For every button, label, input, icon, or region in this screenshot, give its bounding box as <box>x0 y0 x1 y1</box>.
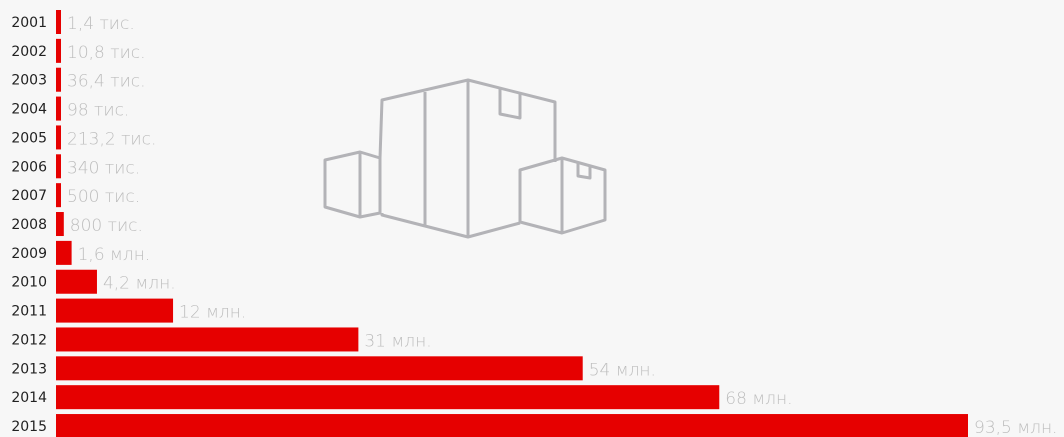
bar <box>56 125 61 150</box>
year-label: 2005 <box>11 130 47 146</box>
value-label: 68 млн. <box>725 389 792 409</box>
value-label: 31 млн. <box>364 331 431 351</box>
year-label: 2013 <box>11 361 47 377</box>
bar <box>56 96 61 121</box>
bar <box>56 385 720 410</box>
value-label: 54 млн. <box>589 360 656 380</box>
year-label: 2008 <box>11 217 47 233</box>
value-label: 340 тис. <box>67 158 140 178</box>
bar <box>56 414 968 437</box>
value-label: 93,5 млн. <box>974 418 1057 437</box>
year-label: 2009 <box>11 246 47 262</box>
year-label: 2001 <box>11 15 47 31</box>
value-label: 213,2 тис. <box>67 129 156 149</box>
year-label: 2006 <box>11 159 47 175</box>
bar <box>56 356 583 381</box>
bar <box>56 240 72 265</box>
bar <box>56 269 97 294</box>
value-label: 500 тис. <box>67 187 140 207</box>
bar <box>56 38 61 63</box>
year-label: 2002 <box>11 44 47 60</box>
value-label: 1,6 млн. <box>78 245 151 265</box>
bar <box>56 154 61 179</box>
value-label: 1,4 тис. <box>67 14 135 34</box>
value-label: 800 тис. <box>70 216 143 236</box>
year-label: 2004 <box>11 102 47 118</box>
value-label: 10,8 тис. <box>67 43 146 63</box>
bar <box>56 67 61 92</box>
value-label: 36,4 тис. <box>67 72 146 92</box>
bar <box>56 212 64 237</box>
year-label: 2003 <box>11 73 47 89</box>
value-label: 4,2 млн. <box>103 274 176 294</box>
year-label: 2014 <box>11 390 47 406</box>
value-label: 12 млн. <box>179 303 246 323</box>
year-label: 2012 <box>11 332 47 348</box>
value-label: 98 тис. <box>67 101 129 121</box>
bar <box>56 298 174 323</box>
bar <box>56 183 61 208</box>
year-label: 2011 <box>11 304 47 320</box>
year-label: 2007 <box>11 188 47 204</box>
bar <box>56 327 359 352</box>
bar <box>56 10 61 34</box>
year-label: 2010 <box>11 275 47 291</box>
year-label: 2015 <box>11 419 47 435</box>
boxes-icon <box>323 78 607 239</box>
